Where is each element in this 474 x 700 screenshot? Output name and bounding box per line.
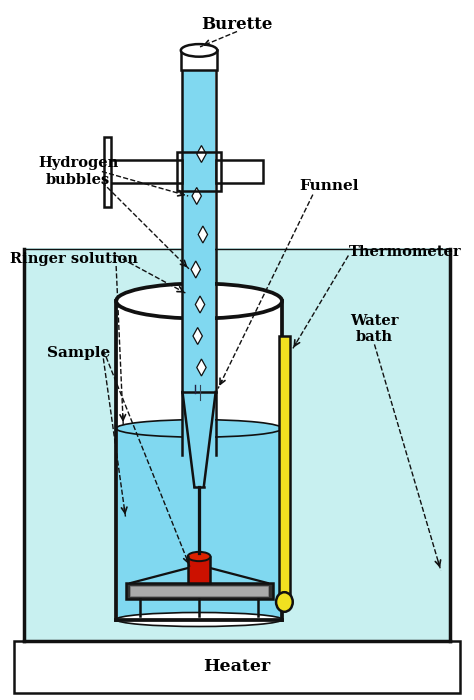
Bar xyxy=(24,248,450,640)
Bar xyxy=(130,586,268,596)
Polygon shape xyxy=(197,146,206,162)
Bar xyxy=(279,336,290,602)
Ellipse shape xyxy=(276,592,293,612)
Ellipse shape xyxy=(116,284,282,318)
Polygon shape xyxy=(192,188,201,204)
Text: Thermometer: Thermometer xyxy=(348,245,461,259)
Text: Ringer solution: Ringer solution xyxy=(9,252,137,266)
Bar xyxy=(14,640,460,693)
Bar xyxy=(216,160,263,183)
Polygon shape xyxy=(182,392,216,486)
Bar xyxy=(126,583,273,598)
Bar xyxy=(188,556,210,583)
Bar xyxy=(107,160,182,183)
Text: Heater: Heater xyxy=(203,658,271,676)
Bar xyxy=(181,50,217,70)
Bar xyxy=(183,70,215,455)
Bar xyxy=(118,301,281,428)
Bar xyxy=(177,152,221,191)
Polygon shape xyxy=(198,226,208,243)
Polygon shape xyxy=(193,328,202,344)
Polygon shape xyxy=(195,296,205,313)
Bar xyxy=(118,426,281,617)
Ellipse shape xyxy=(116,419,282,437)
Polygon shape xyxy=(197,359,206,376)
Text: Funnel: Funnel xyxy=(300,178,359,192)
Text: Burette: Burette xyxy=(201,16,273,33)
Bar xyxy=(104,136,111,206)
Polygon shape xyxy=(191,261,201,278)
Ellipse shape xyxy=(188,552,210,561)
Text: Water
bath: Water bath xyxy=(350,314,399,344)
Ellipse shape xyxy=(181,44,217,57)
Ellipse shape xyxy=(116,612,282,626)
Text: Hydrogen
bubbles: Hydrogen bubbles xyxy=(38,156,118,187)
Text: Sample: Sample xyxy=(46,346,110,360)
